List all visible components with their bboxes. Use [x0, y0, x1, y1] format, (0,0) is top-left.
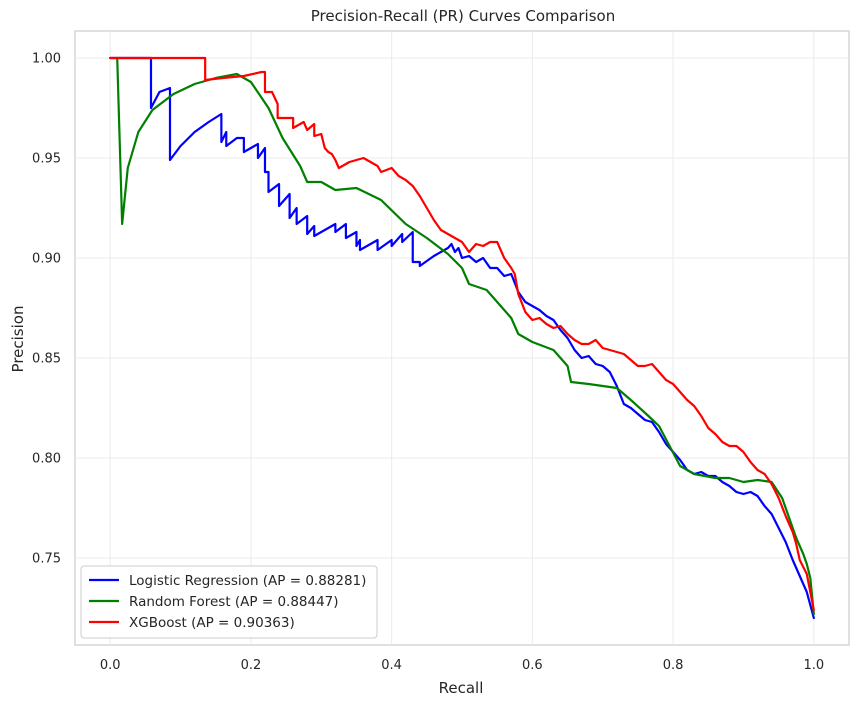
y-tick-label: 0.80	[32, 452, 61, 467]
y-axis-title: Precision	[9, 306, 27, 373]
legend-box	[80, 565, 378, 639]
x-axis-title: Recall	[439, 679, 484, 697]
x-tick-label: 0.8	[663, 658, 684, 673]
x-tick-label: 0.2	[241, 658, 262, 673]
chart-title: Precision-Recall (PR) Curves Comparison	[311, 7, 615, 25]
tick-labels: 0.0 0.2 0.4 0.6 0.8 1.0 0.75 0.80 0.85 0.90 0.95 1.…	[32, 52, 824, 674]
series-lines	[109, 56, 815, 620]
x-tick-label: 0.4	[381, 658, 402, 673]
legend-label-2: XGBoost (AP = 0.90363)	[129, 615, 295, 631]
x-tick-label: 0.0	[100, 658, 121, 673]
y-tick-label: 1.00	[32, 52, 61, 67]
y-tick-label: 0.75	[32, 552, 61, 567]
y-tick-label: 0.90	[32, 252, 61, 267]
x-tick-label: 1.0	[803, 658, 824, 673]
series-line-1	[116, 56, 815, 616]
plot-area	[74, 30, 850, 646]
legend-label-0: Logistic Regression (AP = 0.88281)	[129, 573, 366, 589]
legend: Logistic Regression (AP = 0.88281) Random…	[80, 565, 378, 639]
y-tick-label: 0.95	[32, 152, 61, 167]
series-line-2	[109, 56, 815, 612]
legend-label-1: Random Forest (AP = 0.88447)	[129, 594, 339, 610]
y-tick-label: 0.85	[32, 352, 61, 367]
x-tick-label: 0.6	[522, 658, 543, 673]
